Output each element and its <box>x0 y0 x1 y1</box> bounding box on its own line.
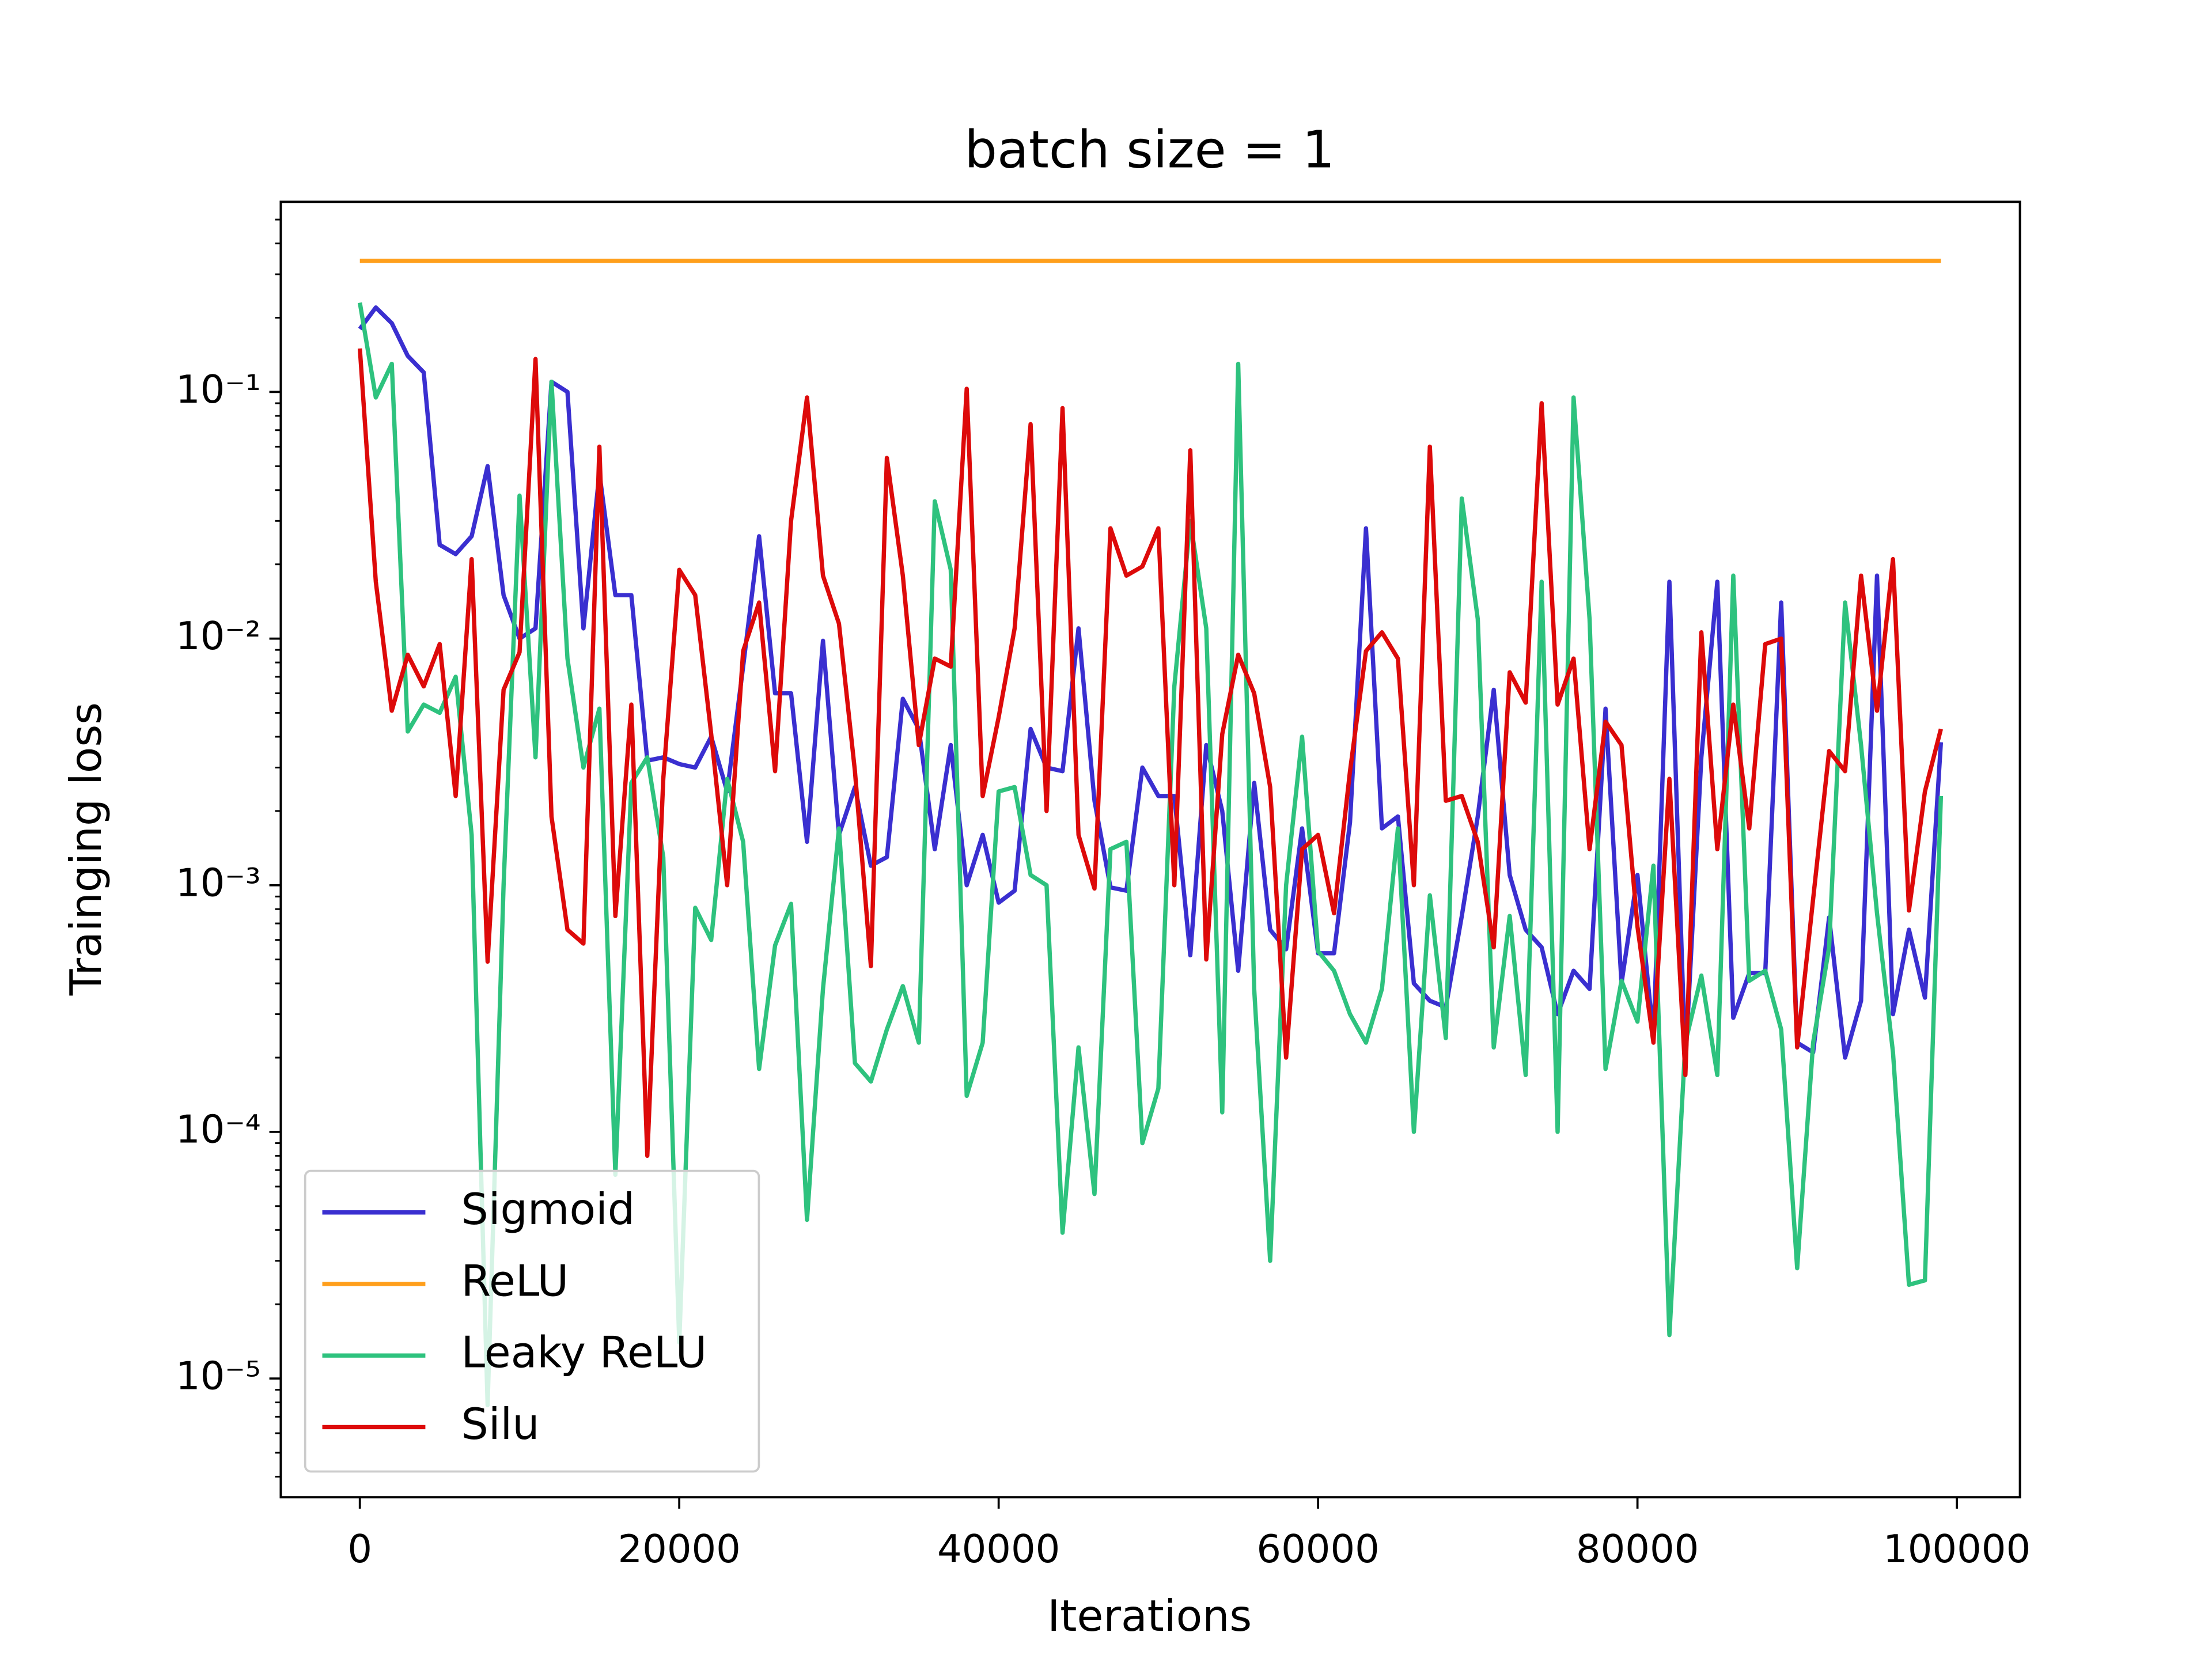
legend-label: Leaky ReLU <box>461 1328 707 1378</box>
plot-frame <box>279 200 2021 1499</box>
series-line <box>358 302 1944 1407</box>
chart-title: batch size = 1 <box>964 120 1335 180</box>
x-tick-label: 20000 <box>618 1527 740 1571</box>
x-axis-label: Iterations <box>1047 1591 1252 1641</box>
y-tick-label: 10⁻³ <box>176 860 261 905</box>
legend-label: Sigmoid <box>461 1184 635 1234</box>
x-tick-label: 60000 <box>1256 1527 1379 1571</box>
legend-box <box>304 1169 760 1473</box>
y-tick-label: 10⁻⁵ <box>176 1354 261 1399</box>
series-line <box>358 305 1944 1066</box>
y-tick-label: 10⁻¹ <box>176 367 261 412</box>
y-tick-label: 10⁻² <box>176 613 261 658</box>
x-tick-label: 0 <box>347 1527 372 1571</box>
x-tick-label: 100000 <box>1883 1527 2031 1571</box>
legend-label: ReLU <box>461 1256 569 1306</box>
x-tick-label: 40000 <box>937 1527 1060 1571</box>
x-tick-label: 80000 <box>1576 1527 1699 1571</box>
legend-label: Silu <box>461 1399 540 1449</box>
y-axis-label: Trainging loss <box>61 702 111 996</box>
series-line <box>357 348 1943 1158</box>
y-tick-label: 10⁻⁴ <box>176 1107 261 1152</box>
